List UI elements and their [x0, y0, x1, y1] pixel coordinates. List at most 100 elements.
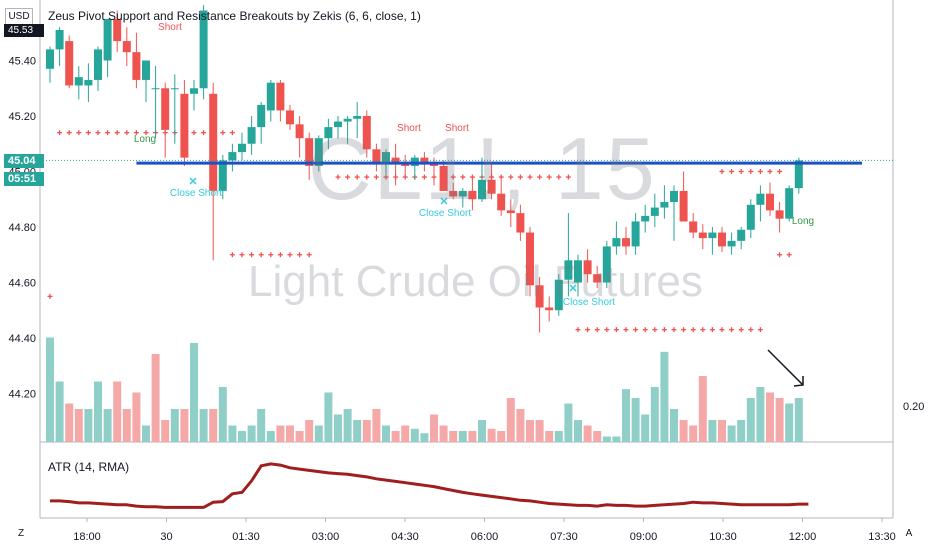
candle-body: [257, 104, 266, 128]
volume-bar: [190, 343, 198, 442]
candle-body: [593, 274, 602, 283]
x-tick-label: 04:30: [391, 531, 419, 543]
volume-bar: [257, 409, 266, 442]
candle-body: [334, 121, 342, 128]
volume-bar: [430, 414, 438, 442]
volume-bar: [746, 398, 755, 442]
volume-bar: [314, 425, 323, 442]
candle-body: [180, 93, 189, 158]
volume-bar: [670, 409, 678, 442]
timezone-button[interactable]: Z: [12, 526, 30, 542]
x-tick-label: 10:30: [709, 531, 737, 543]
countdown-tag: 05:51: [4, 172, 44, 186]
candle-body: [382, 152, 390, 164]
volume-bar: [487, 428, 496, 442]
volume-bar: [554, 431, 563, 442]
volume-bar: [679, 420, 688, 442]
candle-body: [718, 232, 726, 247]
signal-label-long: Long: [792, 216, 814, 227]
volume-bar: [622, 389, 630, 442]
candle-body: [775, 210, 784, 219]
volume-bar: [238, 431, 246, 442]
atr-title[interactable]: ATR (14, RMA): [48, 460, 130, 474]
candle-body: [708, 232, 717, 239]
volume-bar: [420, 433, 429, 442]
candle-body: [228, 152, 237, 161]
candle-body: [689, 221, 698, 233]
candle-body: [286, 110, 294, 125]
candle-body: [583, 260, 592, 275]
volume-bar: [602, 436, 611, 442]
candle-body: [535, 285, 544, 308]
candle-body: [660, 202, 669, 208]
candle-body: [622, 238, 630, 247]
volume-bar: [295, 431, 304, 442]
candle-body: [526, 232, 534, 286]
volume-bar: [631, 398, 640, 442]
candle-body: [554, 279, 563, 311]
candle-body: [679, 190, 688, 222]
candle-body: [766, 193, 774, 211]
volume-bar: [94, 381, 102, 442]
volume-bar: [439, 425, 448, 442]
close-short-marker: [189, 177, 197, 185]
volume-bar: [650, 387, 659, 442]
candle-body: [190, 88, 198, 94]
volume-bar: [593, 431, 602, 442]
volume-bar: [468, 431, 477, 442]
volume-bar: [516, 409, 525, 442]
signal-label-long: Long: [134, 134, 156, 145]
candle-body: [151, 88, 160, 90]
candle-body: [602, 246, 611, 283]
x-tick-label: 03:00: [312, 531, 340, 543]
candle-body: [641, 215, 650, 222]
volume-bar: [228, 425, 237, 442]
volume-bar: [574, 420, 582, 442]
candle-body: [324, 127, 333, 139]
signal-label-short: Short: [397, 123, 421, 134]
candle-body: [794, 160, 803, 189]
candle-body: [746, 204, 755, 230]
atr-line: [50, 462, 809, 509]
candle-body: [199, 10, 208, 89]
volume-bar: [583, 425, 592, 442]
volume-bar: [161, 420, 170, 442]
candle-body: [785, 188, 794, 219]
volume-bar: [410, 428, 419, 442]
atr-axis-label: 0.20: [903, 401, 924, 413]
candle-body: [362, 116, 371, 150]
candle-body: [564, 260, 573, 280]
signal-label-close: Close Short: [170, 188, 222, 199]
candle-body: [65, 41, 74, 86]
candle-body: [295, 124, 304, 139]
x-tick-label: 12:00: [789, 531, 817, 543]
x-tick-label: 18:00: [73, 531, 101, 543]
volume-bar: [324, 392, 333, 442]
candle-body: [372, 149, 381, 164]
y-tick-label: 44.20: [8, 389, 36, 401]
volume-bar: [545, 431, 554, 442]
volume-bar: [794, 398, 803, 442]
volume-bar: [660, 351, 669, 442]
volume-bar: [362, 420, 371, 442]
candle-body: [170, 88, 179, 90]
x-tick-label: 30: [160, 531, 172, 543]
candle-body: [55, 29, 64, 50]
volume-bar: [478, 420, 486, 442]
y-tick-label: 44.40: [8, 333, 36, 345]
candle-body: [142, 60, 150, 80]
volume-bar: [526, 420, 534, 442]
signal-label-short: Short: [445, 123, 469, 134]
candle-body: [737, 229, 746, 241]
candle-body: [305, 138, 314, 166]
candle-body: [84, 79, 93, 86]
watermark-description: Light Crude Oil Futures: [248, 257, 703, 306]
volume-bar: [84, 409, 93, 442]
volume-bar: [55, 381, 64, 442]
auto-scale-button[interactable]: A: [900, 526, 918, 542]
candle-body: [545, 307, 554, 311]
indicator-title[interactable]: Zeus Pivot Support and Resistance Breako…: [48, 9, 421, 23]
volume-bar: [46, 337, 54, 442]
